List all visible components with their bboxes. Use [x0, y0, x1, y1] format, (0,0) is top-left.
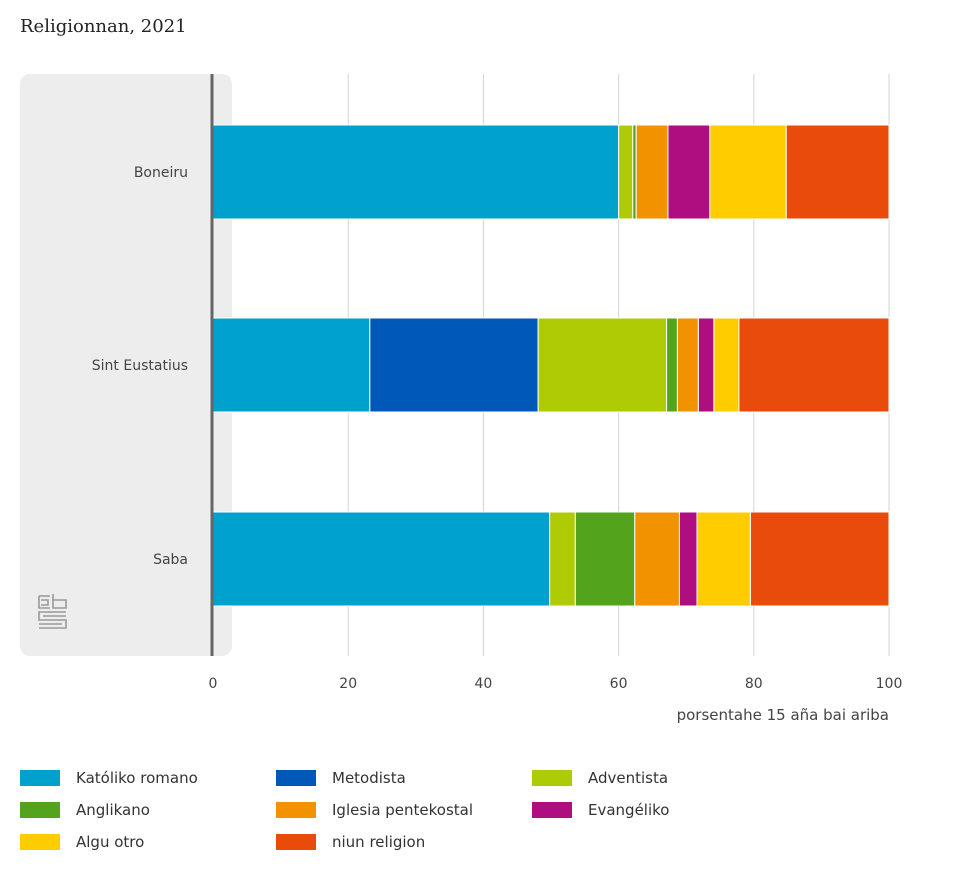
legend-item[interactable]: Algu otro	[20, 832, 144, 852]
legend-label: niun religion	[332, 833, 426, 851]
legend-item[interactable]: Katóliko romano	[20, 768, 198, 788]
x-tick-labels: 0 20 40 60 80 100	[209, 676, 903, 692]
bar-segment	[574, 511, 636, 607]
category-label: Sint Eustatius	[92, 358, 188, 374]
bar-segment	[749, 511, 890, 607]
category-label: Boneiru	[134, 165, 188, 181]
legend-label: Evangéliko	[588, 801, 670, 819]
legend-label: Adventista	[588, 769, 669, 787]
bar-segment	[676, 317, 699, 413]
bar-segment	[696, 511, 751, 607]
category-labels: Boneiru Sint Eustatius Saba	[92, 165, 188, 568]
legend-swatch	[276, 802, 316, 818]
bar-segment	[635, 124, 669, 220]
bar-segment	[212, 317, 371, 413]
legend-label: Metodista	[332, 769, 406, 787]
legend-swatch	[532, 802, 572, 818]
chart-title: Religionnan, 2021	[20, 16, 187, 37]
bar-segment	[618, 124, 634, 220]
bar-segment	[212, 511, 551, 607]
legend-label: Algu otro	[76, 833, 145, 851]
bar-segment	[667, 124, 711, 220]
legend-swatch	[20, 802, 60, 818]
bar-segment	[212, 124, 620, 220]
legend-item[interactable]: Evangéliko	[532, 800, 669, 820]
legend-swatch	[20, 770, 60, 786]
bar-segment	[709, 124, 787, 220]
bar-segment	[713, 317, 740, 413]
legend-item[interactable]: Iglesia pentekostal	[276, 800, 473, 820]
legend-swatch	[276, 770, 316, 786]
x-tick-label: 40	[474, 676, 492, 692]
bar-segment	[738, 317, 890, 413]
legend-label: Katóliko romano	[76, 769, 198, 787]
x-tick-label: 80	[745, 676, 763, 692]
x-tick-label: 20	[339, 676, 357, 692]
bar-segment	[666, 317, 678, 413]
bar-segment	[549, 511, 576, 607]
cbs-logo-icon	[38, 594, 67, 629]
legend-swatch	[532, 770, 572, 786]
bar-segment	[632, 124, 637, 220]
x-tick-label: 100	[876, 676, 903, 692]
bar-segment	[537, 317, 668, 413]
stacked-bar-chart: Boneiru Sint Eustatius Saba 0 20 40 60 80 100 p…	[20, 74, 903, 724]
legend-item[interactable]: Adventista	[532, 768, 668, 788]
legend-label: Anglikano	[76, 801, 150, 819]
category-panel	[20, 74, 232, 656]
bars	[212, 124, 890, 607]
x-axis-label: porsentahe 15 aña bai ariba	[677, 706, 889, 724]
legend-item[interactable]: niun religion	[276, 832, 425, 852]
category-label: Saba	[153, 552, 188, 568]
legend-label: Iglesia pentekostal	[332, 801, 474, 819]
legend-item[interactable]: Anglikano	[20, 800, 150, 820]
bar-segment	[785, 124, 890, 220]
legend-swatch	[276, 834, 316, 850]
x-tick-label: 60	[610, 676, 628, 692]
bar-segment	[697, 317, 715, 413]
legend-item[interactable]: Metodista	[276, 768, 406, 788]
bar-segment	[369, 317, 539, 413]
legend-swatch	[20, 834, 60, 850]
bar-segment	[678, 511, 698, 607]
x-tick-label: 0	[209, 676, 218, 692]
bar-segment	[634, 511, 680, 607]
